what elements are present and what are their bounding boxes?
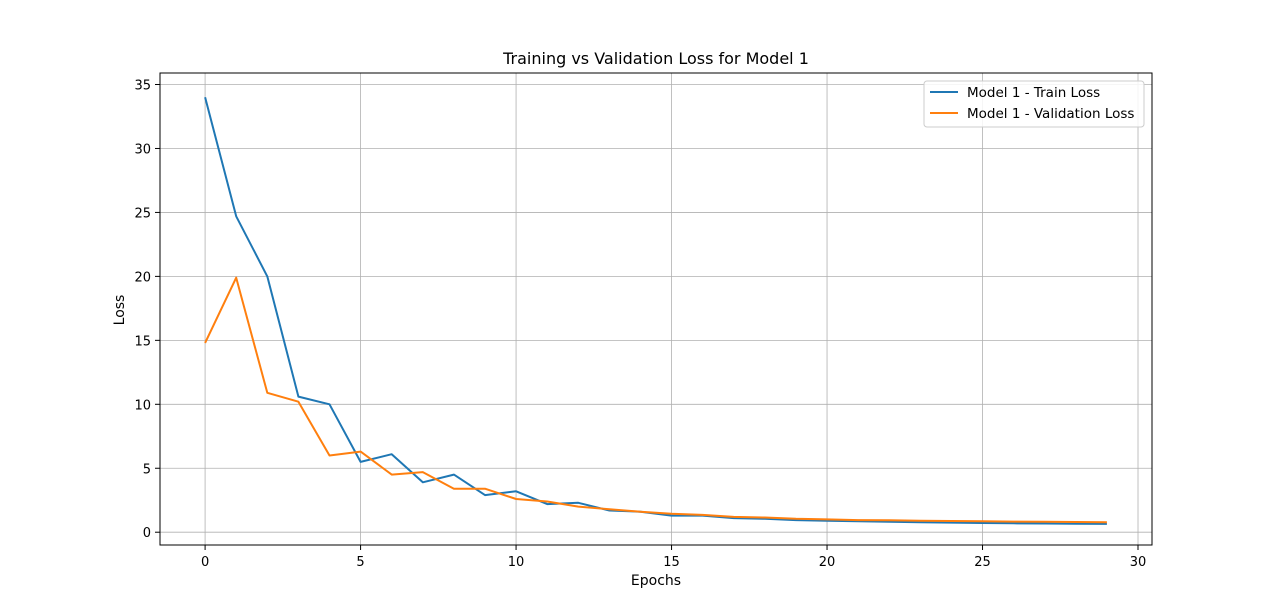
legend-box (923, 80, 1145, 128)
x-tick-label: 5 (356, 555, 364, 570)
series-layer (204, 97, 1107, 525)
legend-label: Model 1 - Train Loss (967, 85, 1100, 101)
y-tick-label: 30 (134, 142, 151, 157)
y-tick-label: 35 (134, 79, 151, 94)
x-tick-label: 25 (974, 555, 991, 570)
y-tick-label: 15 (134, 334, 151, 349)
x-tick-label: 0 (201, 555, 209, 570)
x-tick-label: 15 (663, 555, 680, 570)
legend-label: Model 1 - Validation Loss (967, 106, 1134, 122)
chart-title: Training vs Validation Loss for Model 1 (502, 49, 809, 68)
legend: Model 1 - Train Loss Model 1 - Validation… (923, 80, 1145, 128)
grid (160, 73, 1152, 545)
x-tick-label: 30 (1130, 555, 1147, 570)
series-validation-loss (204, 276, 1107, 524)
y-tick-label: 20 (134, 270, 151, 285)
x-tick-label: 10 (508, 555, 525, 570)
y-tick-label: 25 (134, 206, 151, 221)
plot-frame (159, 72, 1153, 546)
y-tick-label: 5 (143, 462, 151, 477)
y-tick-label: 10 (134, 398, 151, 413)
ticks: 0 5 10 15 20 25 30 0 5 10 15 20 25 30 35 (134, 79, 1146, 570)
y-tick-label: 0 (143, 526, 151, 541)
series-line (204, 276, 1107, 524)
x-axis-label: Epochs (631, 573, 681, 589)
x-tick-label: 20 (819, 555, 836, 570)
y-axis-label: Loss (112, 295, 128, 326)
